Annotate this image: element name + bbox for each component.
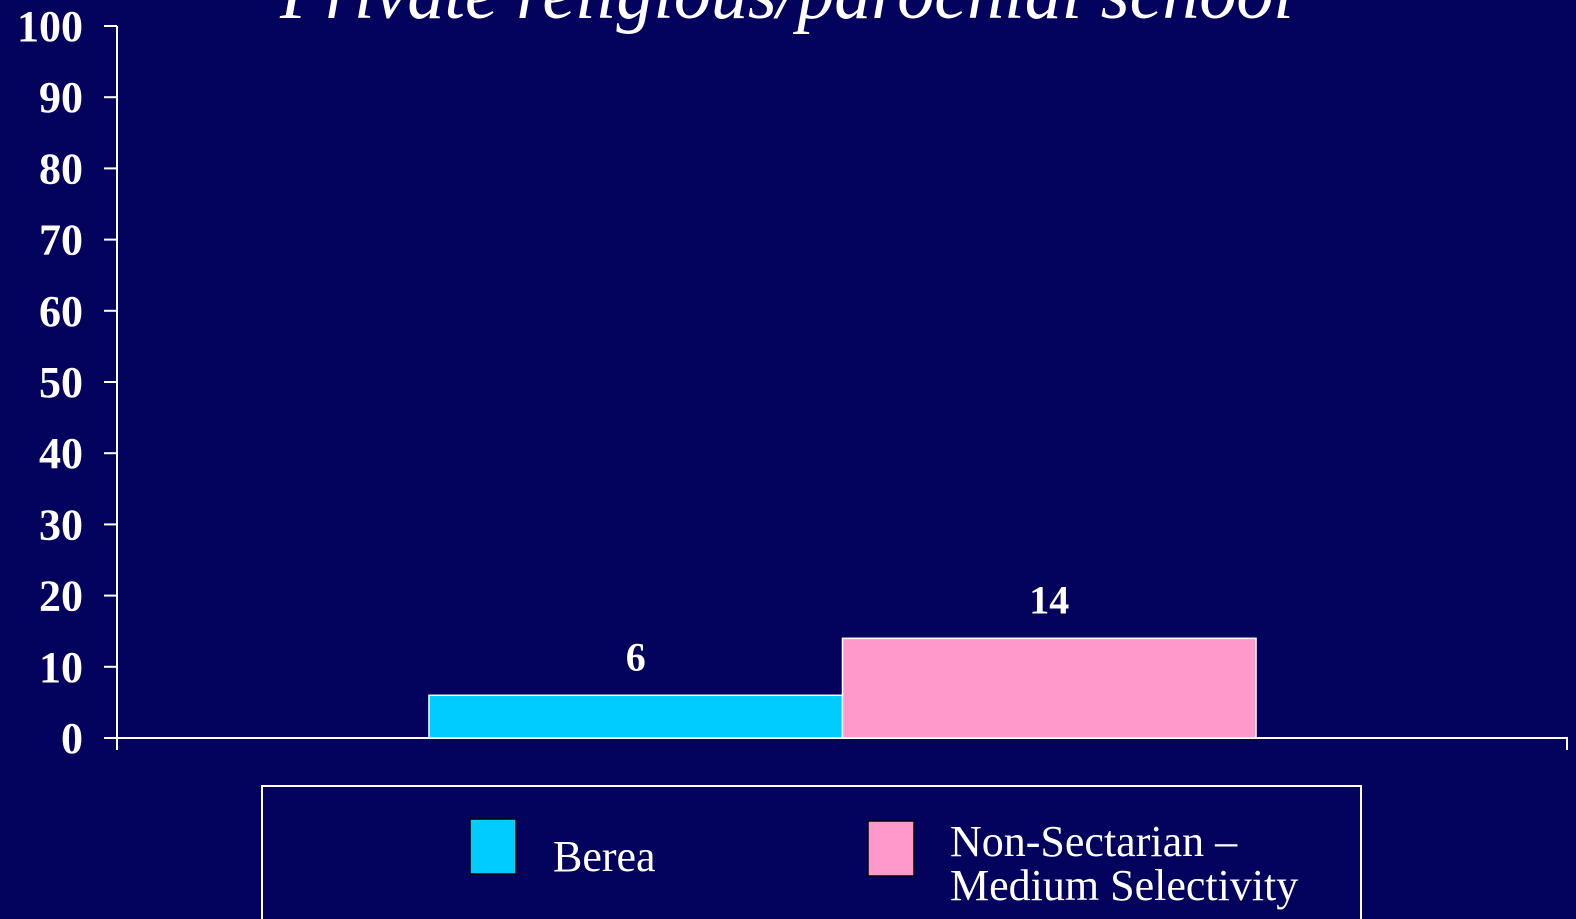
data-label: 14 <box>1029 577 1069 622</box>
y-tick-label: 40 <box>39 429 83 478</box>
y-tick-label: 20 <box>39 572 83 621</box>
chart-title: Private religious/parochial school <box>279 0 1294 35</box>
y-tick-label: 70 <box>39 216 83 265</box>
y-tick-label: 60 <box>39 287 83 336</box>
data-label: 6 <box>626 634 646 679</box>
y-tick-label: 30 <box>39 500 83 549</box>
y-tick-label: 0 <box>61 714 83 763</box>
legend-swatch <box>469 818 517 875</box>
y-tick-label: 90 <box>39 73 83 122</box>
y-tick-label: 80 <box>39 144 83 193</box>
bar <box>841 637 1257 739</box>
legend-box <box>261 785 1362 919</box>
y-tick-label: 10 <box>39 643 83 692</box>
y-tick-label: 100 <box>17 2 83 51</box>
legend-label: Non-Sectarian – Medium Selectivity <box>950 817 1299 910</box>
legend-label: Berea <box>553 832 656 881</box>
y-tick-label: 50 <box>39 358 83 407</box>
bar <box>428 694 844 739</box>
legend-swatch <box>867 820 915 877</box>
